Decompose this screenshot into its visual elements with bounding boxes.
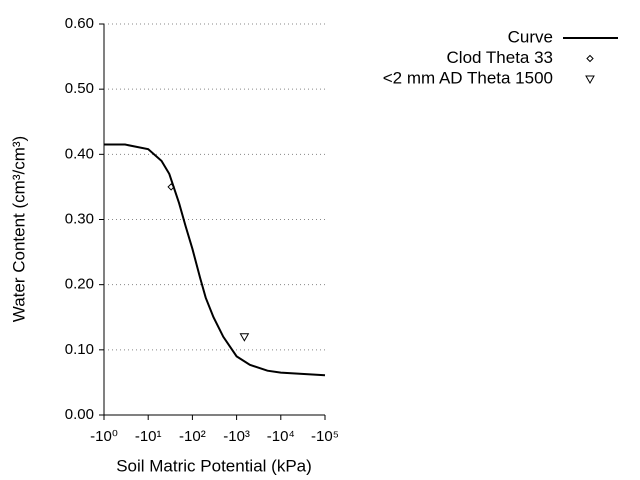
curve — [104, 143, 326, 377]
y-tick-label: 0.60 — [65, 15, 94, 32]
legend-label: Curve — [508, 27, 553, 46]
y-tick-label: 0.20 — [65, 276, 94, 293]
legend-swatch — [586, 54, 594, 63]
x-tick-label: -10⁰ — [90, 428, 118, 445]
y-tick-label: 0.10 — [65, 341, 94, 358]
y-tick-label: 0.50 — [65, 80, 94, 97]
x-tick-label: -10¹ — [135, 428, 162, 445]
y-tick-label: 0.40 — [65, 145, 94, 162]
x-tick-label: -10⁵ — [311, 428, 339, 445]
y-tick-label: 0.30 — [65, 210, 94, 227]
x-tick-label: -10⁴ — [267, 428, 295, 445]
legend-label: Clod Theta 33 — [447, 48, 553, 67]
legend-swatch — [585, 75, 595, 85]
x-tick-label: -10² — [179, 428, 206, 445]
legend: Curve Clod Theta 33<2 mm AD Theta 1500 — [383, 27, 618, 87]
data-point — [167, 183, 175, 191]
x-axis-title: Soil Matric Potential (kPa) — [116, 456, 312, 475]
data-point — [239, 333, 250, 342]
legend-label: <2 mm AD Theta 1500 — [383, 68, 553, 87]
y-axis-title: Water Content (cm³/cm³) — [9, 136, 28, 322]
y-tick-label: 0.00 — [65, 406, 94, 423]
x-tick-label: -10³ — [223, 428, 250, 445]
